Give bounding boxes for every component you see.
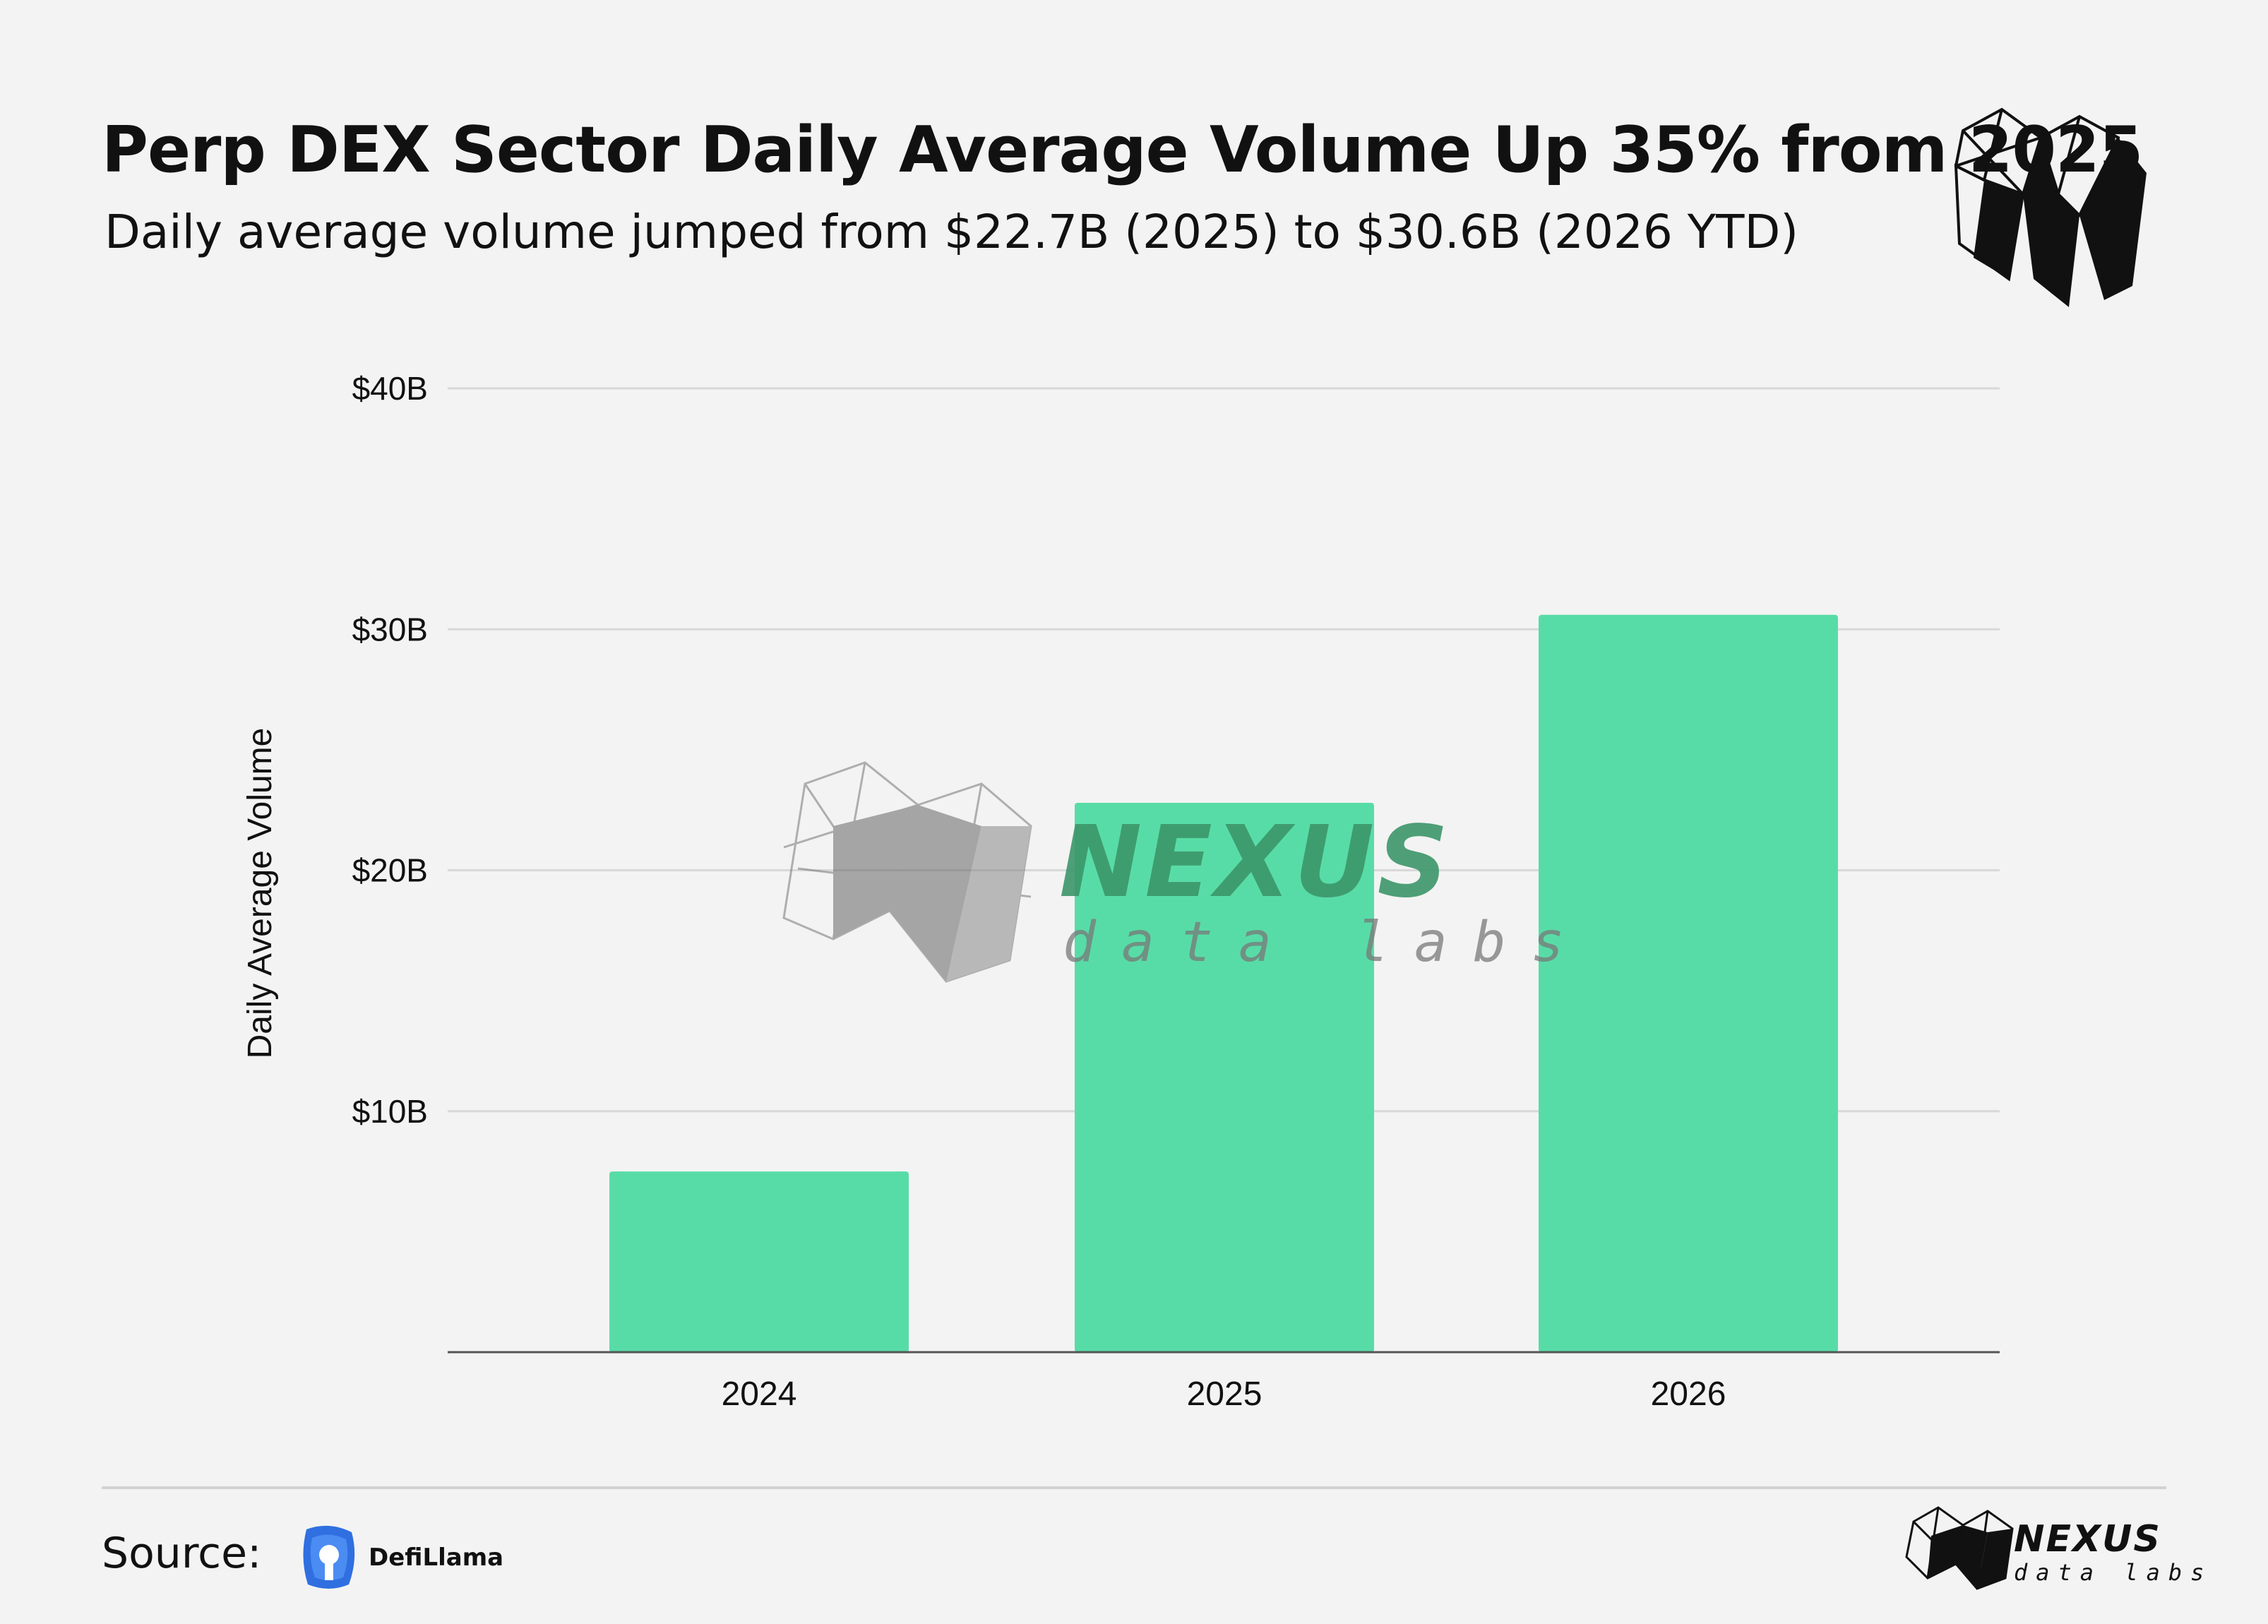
nexus-logo-icon <box>1954 107 2147 307</box>
watermark-logo-icon <box>782 761 1032 983</box>
footer-brand-sub: data labs <box>2014 1559 2213 1586</box>
y-tick-label: $20B <box>352 852 428 889</box>
x-tick-label: 2025 <box>1187 1375 1263 1413</box>
chart-subtitle: Daily average volume jumped from $22.7B … <box>105 205 1799 259</box>
y-tick-label: $10B <box>352 1093 428 1130</box>
bar <box>1075 802 1374 1352</box>
chart-title: Perp DEX Sector Daily Average Volume Up … <box>102 113 2143 187</box>
bar <box>609 1171 909 1352</box>
x-tick-label: 2024 <box>722 1375 797 1413</box>
y-tick-label: $40B <box>352 370 428 407</box>
source-name: DefiLlama <box>369 1544 504 1572</box>
bar <box>1539 614 1838 1352</box>
x-tick-label: 2026 <box>1651 1375 1726 1413</box>
footer-divider <box>102 1486 2166 1489</box>
y-axis-title: Daily Average Volume <box>241 728 279 1059</box>
y-tick-label: $30B <box>352 611 428 647</box>
footer-brand-name: NEXUS <box>2014 1518 2161 1560</box>
footer-brand-logo-icon <box>1905 1506 2014 1590</box>
watermark-sub: data labs <box>1063 911 1590 974</box>
source-label: Source: <box>102 1529 262 1578</box>
defillama-logo-icon <box>303 1525 355 1589</box>
source-logo: DefiLlama <box>299 1525 503 1590</box>
watermark-name: NEXUS <box>1059 805 1452 920</box>
